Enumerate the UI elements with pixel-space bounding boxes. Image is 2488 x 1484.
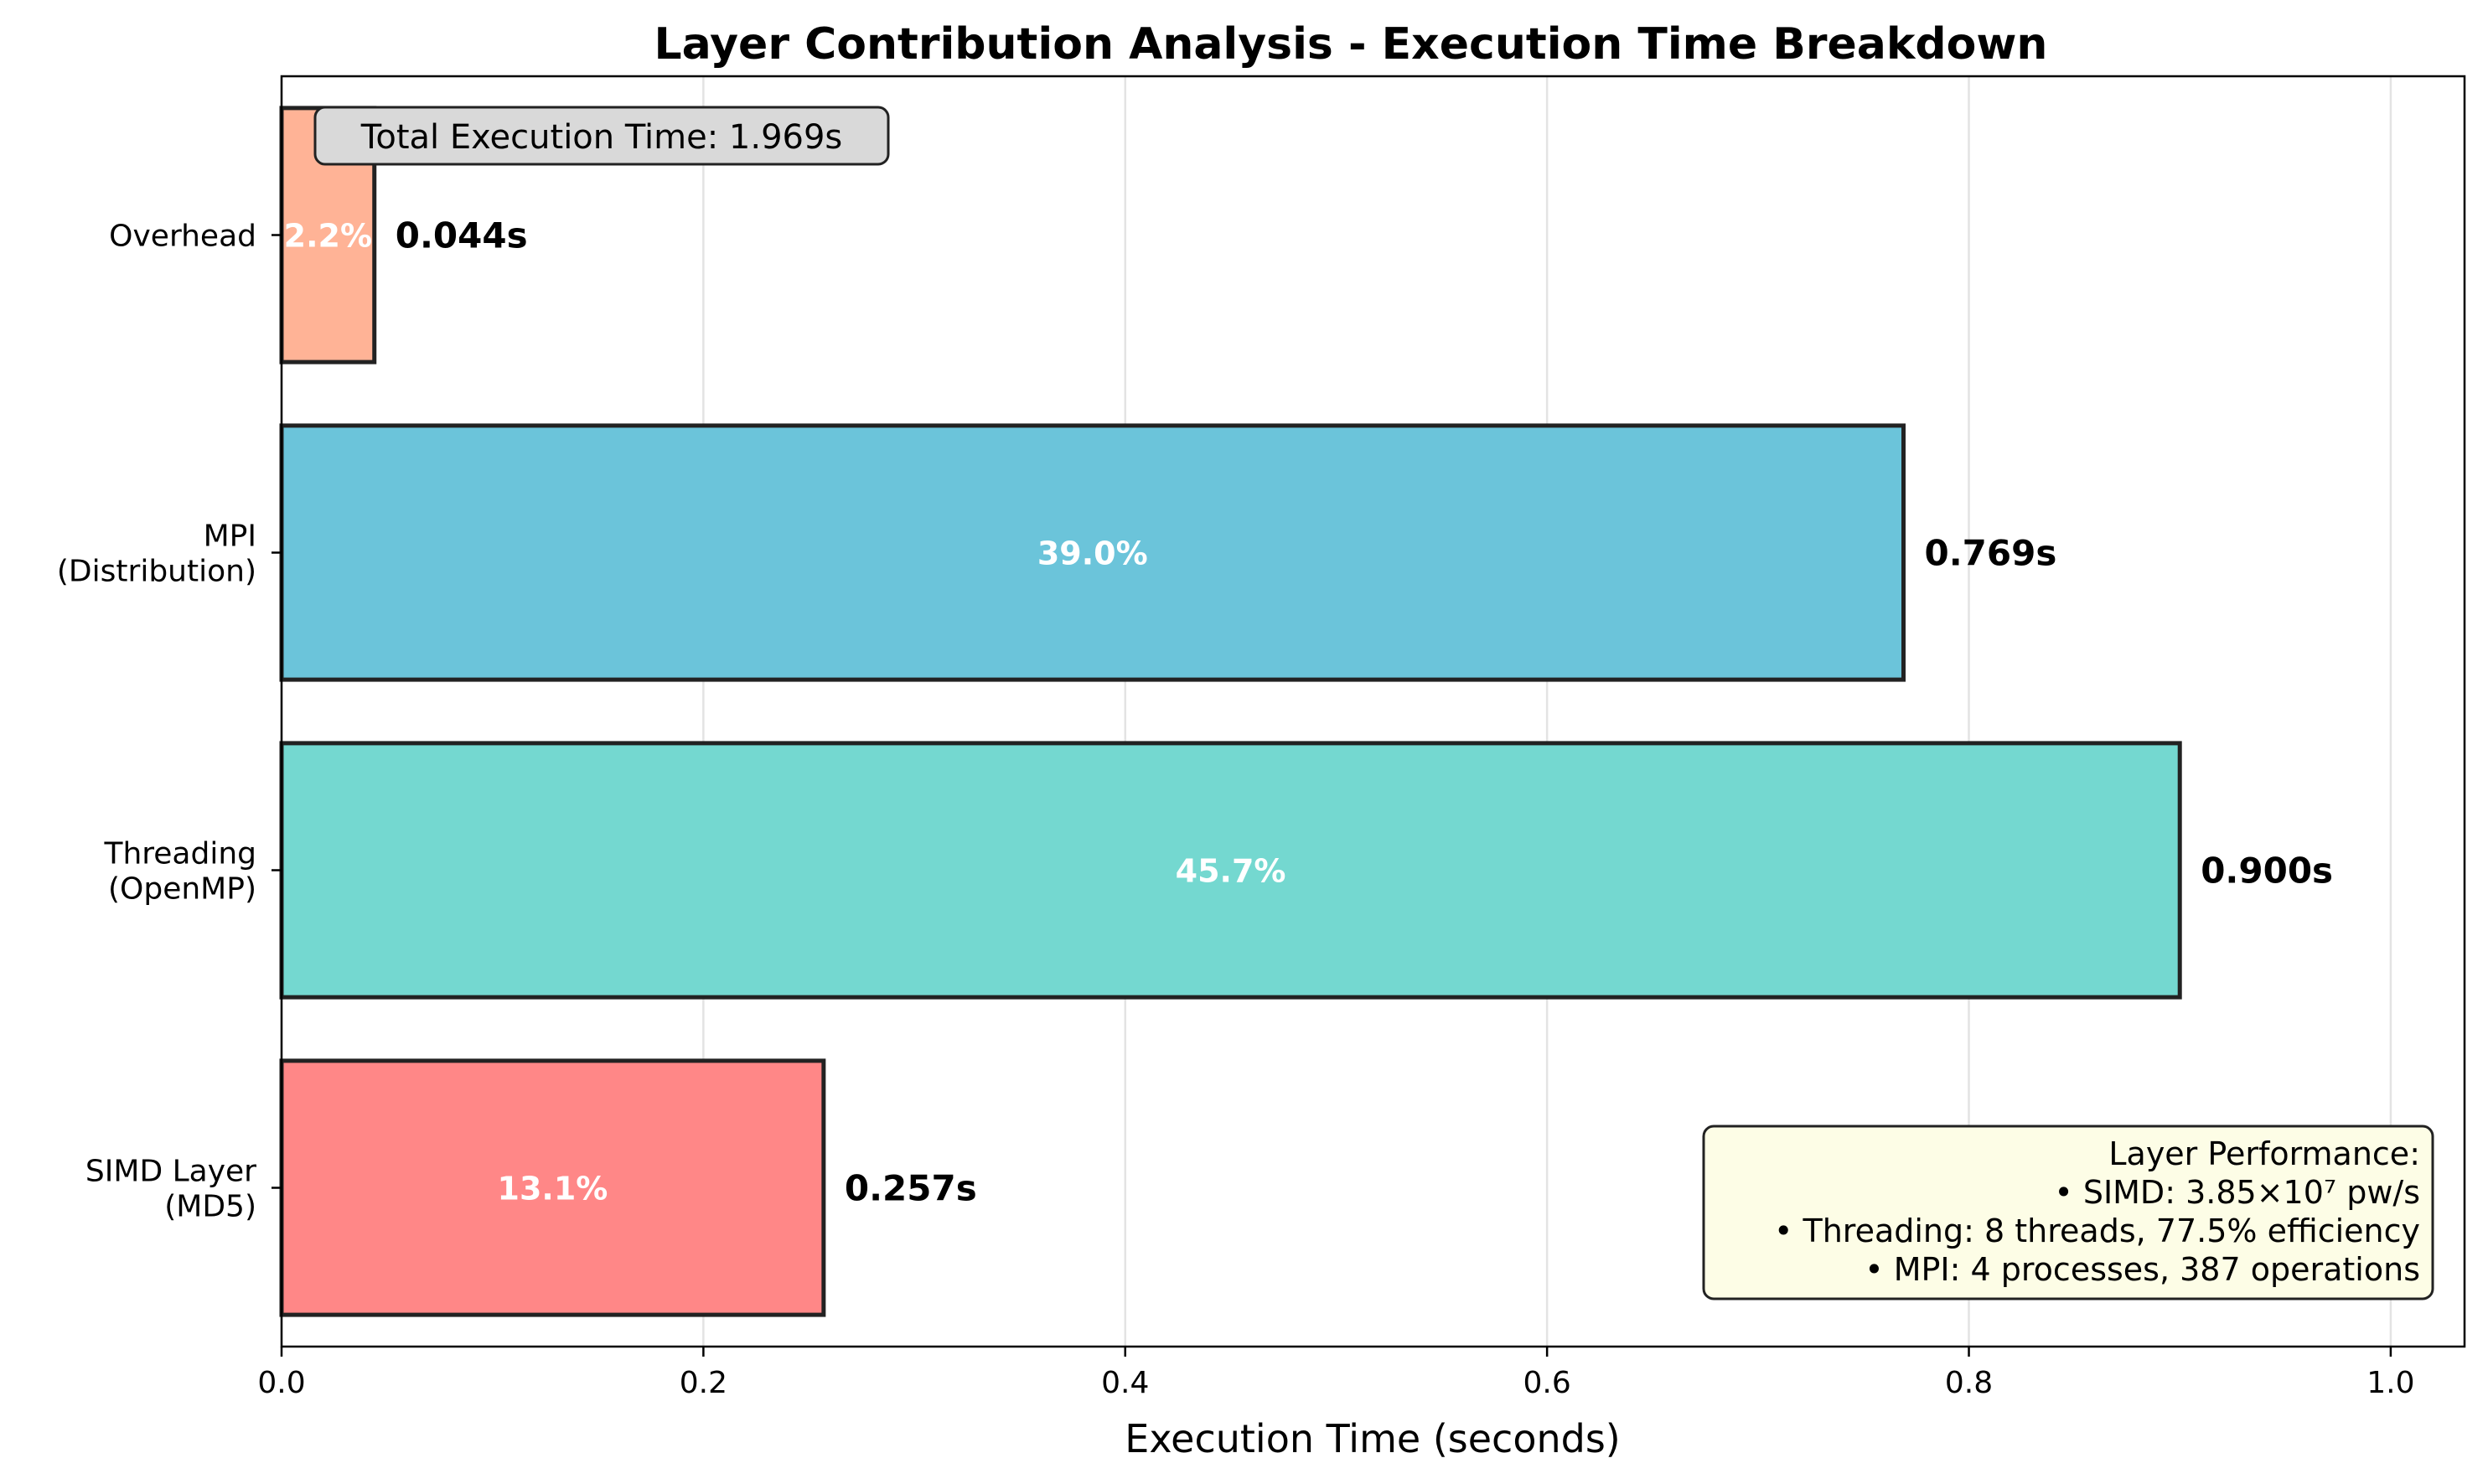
- y-tick-label: SIMD Layer (MD5): [85, 1155, 256, 1224]
- total-time-box-frame: [313, 106, 890, 166]
- y-tick-label: Threading (OpenMP): [103, 837, 256, 907]
- percent-label: 45.7%: [1176, 853, 1286, 890]
- axes: 0.0 0.2 0.4 0.6 0.8 1.0 SIMD Layer (MD5) Threadi…: [57, 75, 2466, 1400]
- bar: [279, 423, 1906, 682]
- chart-title: Layer Contribution Analysis - Execution …: [654, 19, 2048, 70]
- value-label: 0.044s: [396, 215, 528, 256]
- y-tick-label: Overhead: [109, 220, 256, 254]
- y-tick-label: MPI (Distribution): [57, 520, 256, 589]
- x-axis-label: Execution Time (seconds): [1125, 1416, 1620, 1461]
- plot-frame: [280, 75, 2466, 1348]
- total-time-box: Total Execution Time: 1.969s: [313, 106, 890, 166]
- x-tick-label: 1.0: [2366, 1366, 2414, 1400]
- performance-line: • MPI: 4 processes, 387 operations: [1865, 1251, 2420, 1288]
- percent-label: 2.2%: [284, 218, 372, 255]
- layer-performance-box: Layer Performance:• SIMD: 3.85×10⁷ pw/s•…: [1702, 1125, 2434, 1300]
- layer-performance-box-frame: [1702, 1125, 2434, 1300]
- x-tick-label: 0.4: [1101, 1366, 1149, 1400]
- performance-line: Layer Performance:: [2108, 1135, 2420, 1172]
- value-label: 0.769s: [1925, 533, 2057, 574]
- bar: [279, 1058, 826, 1317]
- percent-label: 13.1%: [498, 1171, 608, 1207]
- labels: 0.257s 13.1% 0.900s 45.7% 0.769s 39.0% 0.044s 2…: [284, 215, 2333, 1209]
- performance-line: • SIMD: 3.85×10⁷ pw/s: [2054, 1174, 2420, 1211]
- value-label: 0.900s: [2201, 851, 2333, 892]
- x-tick-label: 0.8: [1945, 1366, 1993, 1400]
- total-time-text: Total Execution Time: 1.969s: [360, 118, 843, 157]
- x-tick-label: 0.0: [257, 1366, 305, 1400]
- performance-line: • Threading: 8 threads, 77.5% efficiency: [1774, 1213, 2420, 1249]
- x-tick-label: 0.2: [680, 1366, 727, 1400]
- x-tick-label: 0.6: [1523, 1366, 1571, 1400]
- percent-label: 39.0%: [1037, 535, 1148, 572]
- value-label: 0.257s: [845, 1168, 977, 1209]
